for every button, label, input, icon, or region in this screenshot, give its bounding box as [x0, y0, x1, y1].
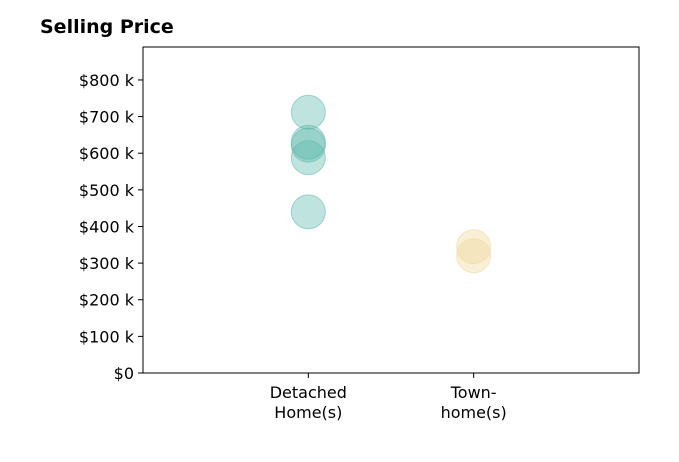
data-point — [290, 127, 326, 163]
data-point — [456, 238, 492, 274]
chart-title: Selling Price — [40, 16, 174, 38]
y-tick-label: $400 k — [79, 217, 135, 236]
y-tick-label: $0 — [114, 364, 134, 383]
y-tick-label: $800 k — [79, 71, 135, 90]
data-point — [290, 94, 326, 130]
x-tick-label: Town- — [450, 383, 497, 402]
x-tick-label: home(s) — [441, 403, 507, 422]
data-point — [290, 140, 326, 176]
data-point — [456, 229, 492, 265]
data-point — [290, 194, 326, 230]
y-tick-label: $700 k — [79, 108, 135, 127]
x-tick-label: Home(s) — [274, 403, 342, 422]
y-tick-label: $300 k — [79, 254, 135, 273]
x-tick-label: Detached — [270, 383, 347, 402]
y-tick-label: $500 k — [79, 181, 135, 200]
y-tick-label: $600 k — [79, 144, 135, 163]
y-tick-label: $200 k — [79, 291, 135, 310]
y-tick-label: $100 k — [79, 327, 135, 346]
plot-frame — [142, 46, 640, 374]
